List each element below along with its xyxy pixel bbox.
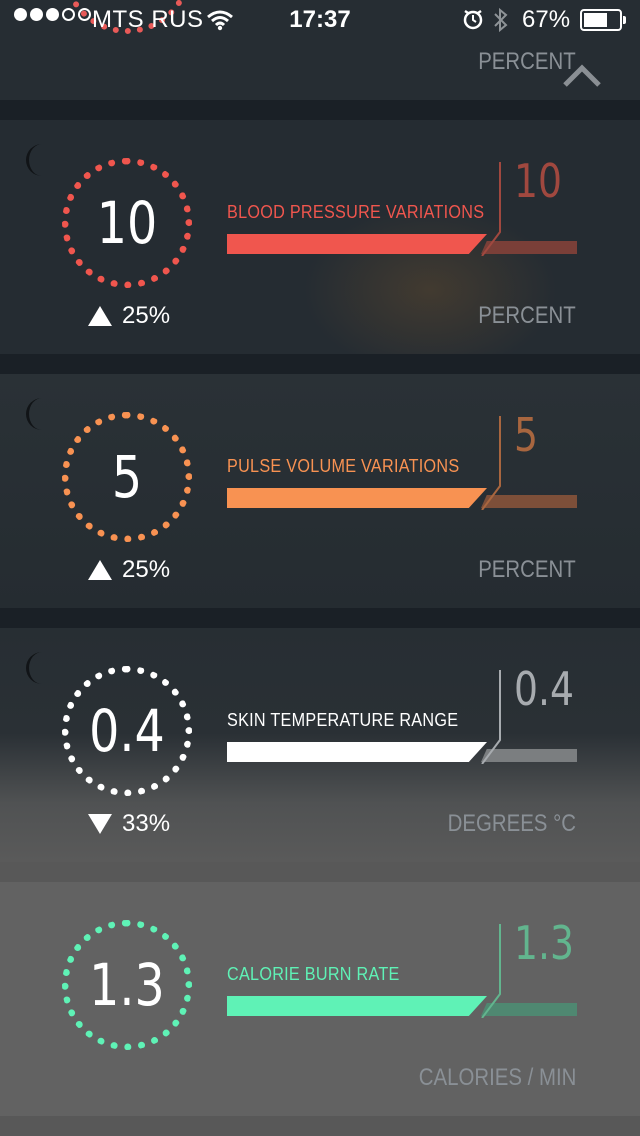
metric-unit: PERCENT xyxy=(478,302,576,329)
metric-bar-rest xyxy=(481,241,577,254)
card-divider xyxy=(0,608,640,628)
metric-card-skin-temperature[interactable]: 0.4 33% SKIN TEMPERATURE RANGE 0.4 DEGRE… xyxy=(0,628,640,862)
metric-change: 33% xyxy=(88,810,170,838)
moon-icon xyxy=(26,652,42,684)
previous-metric-unit: PERCENT xyxy=(478,48,576,75)
trend-down-icon xyxy=(88,814,112,834)
moon-icon xyxy=(26,144,42,176)
bluetooth-icon xyxy=(494,7,508,33)
metric-ring xyxy=(62,158,192,288)
metric-label: BLOOD PRESSURE VARIATIONS xyxy=(227,202,485,222)
metric-value: 5 xyxy=(111,443,143,511)
metric-unit: CALORIES / MIN xyxy=(418,1064,576,1091)
trend-up-icon xyxy=(88,560,112,580)
metric-card-pulse-volume[interactable]: 5 25% PULSE VOLUME VARIATIONS 5 PERCENT xyxy=(0,374,640,608)
chevron-up-icon[interactable] xyxy=(562,62,602,88)
metric-bar xyxy=(227,742,577,762)
card-divider xyxy=(0,862,640,882)
metric-change: 25% xyxy=(88,556,170,584)
metric-bar-fill xyxy=(227,488,487,508)
metric-peak: 5 xyxy=(514,408,539,462)
metric-bar-rest xyxy=(481,495,577,508)
previous-metric-card: PERCENT xyxy=(0,0,640,100)
metric-bar xyxy=(227,488,577,508)
metric-change: 25% xyxy=(88,302,170,330)
trend-up-icon xyxy=(88,306,112,326)
metric-ring xyxy=(62,412,192,542)
metric-label: PULSE VOLUME VARIATIONS xyxy=(227,456,460,476)
metric-bar xyxy=(227,996,577,1016)
metric-value: 10 xyxy=(96,189,158,257)
metric-card-calorie-burn[interactable]: 1.3 CALORIE BURN RATE 1.3 CALORIES / MIN xyxy=(0,882,640,1116)
wifi-icon xyxy=(207,10,233,31)
metric-unit: PERCENT xyxy=(478,556,576,583)
peak-bracket xyxy=(481,670,501,764)
metric-peak: 10 xyxy=(514,154,563,208)
card-divider xyxy=(0,1116,640,1136)
metric-bar-fill xyxy=(227,996,487,1016)
battery-percent: 67% xyxy=(522,6,571,33)
peak-bracket xyxy=(481,162,501,256)
metric-bar-fill xyxy=(227,742,487,762)
metric-value: 0.4 xyxy=(89,697,165,765)
alarm-icon xyxy=(463,9,483,30)
metric-bar xyxy=(227,234,577,254)
metric-label: SKIN TEMPERATURE RANGE xyxy=(227,710,459,730)
battery-icon xyxy=(580,9,626,31)
signal-strength-icon xyxy=(14,8,91,21)
metric-bar-fill xyxy=(227,234,487,254)
card-divider xyxy=(0,354,640,374)
moon-icon xyxy=(26,398,42,430)
status-bar: MTS RUS 17:37 67% xyxy=(0,0,640,40)
metric-bar-rest xyxy=(481,749,577,762)
peak-bracket xyxy=(481,924,501,1018)
metric-card-blood-pressure[interactable]: 10 25% BLOOD PRESSURE VARIATIONS 10 PERC… xyxy=(0,120,640,354)
metric-bar-rest xyxy=(481,1003,577,1016)
metric-label: CALORIE BURN RATE xyxy=(227,964,400,984)
metric-peak: 1.3 xyxy=(514,916,574,970)
status-time: 17:37 xyxy=(289,6,351,33)
carrier-name: MTS RUS xyxy=(92,6,204,33)
card-divider xyxy=(0,100,640,120)
metric-ring xyxy=(62,666,192,796)
metric-value: 1.3 xyxy=(89,951,165,1019)
metric-ring xyxy=(62,920,192,1050)
peak-bracket xyxy=(481,416,501,510)
metric-unit: DEGREES °C xyxy=(447,810,576,837)
metric-peak: 0.4 xyxy=(514,662,574,716)
